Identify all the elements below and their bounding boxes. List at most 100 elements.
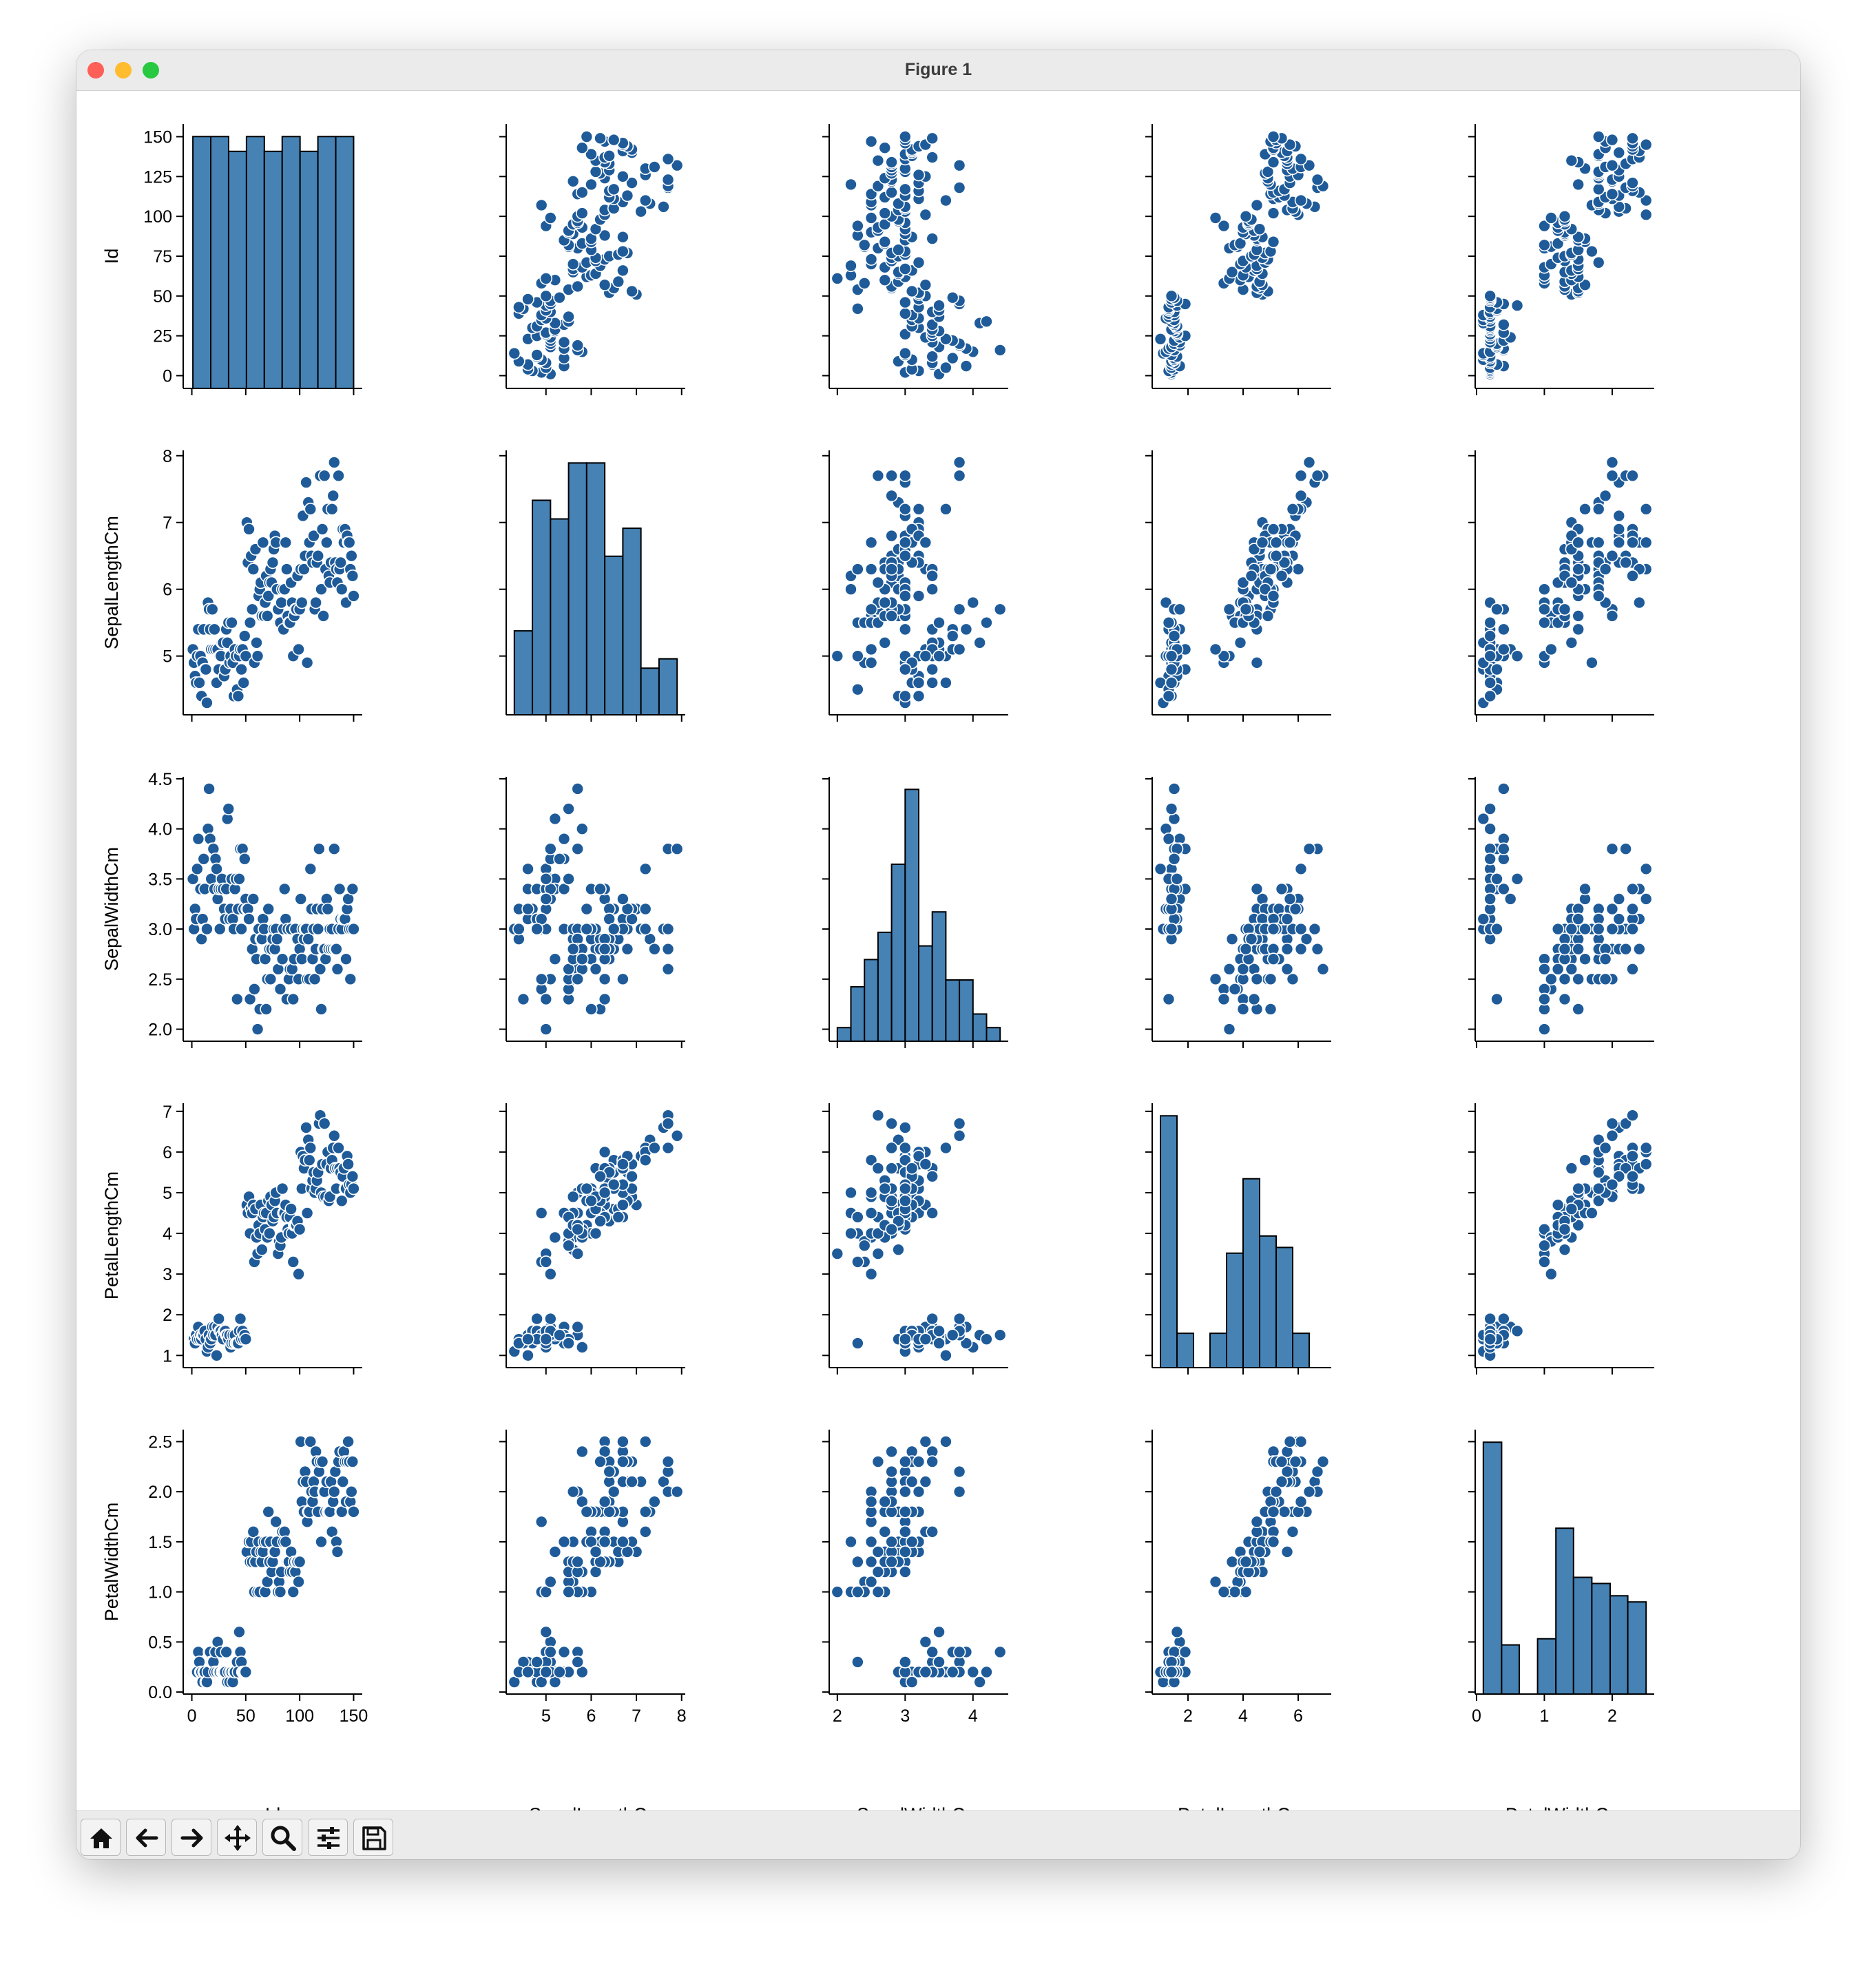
scatter-point	[919, 649, 932, 662]
scatter-point	[607, 1178, 621, 1191]
scatter-point	[1250, 1515, 1264, 1529]
y-tick-label: 5	[163, 647, 172, 667]
scatter-point	[548, 1231, 562, 1244]
scatter-point	[235, 662, 248, 676]
save-button[interactable]	[353, 1819, 393, 1856]
scatter-point	[1538, 992, 1551, 1006]
panel-PetalLengthCm-vs-Id: 1 2 3 4 5 6 7	[163, 1103, 362, 1375]
scatter-point	[1626, 469, 1639, 483]
scatter-point	[335, 583, 348, 596]
scatter-point	[661, 922, 675, 936]
scatter-point	[298, 563, 311, 576]
y-tick-label: 150	[143, 128, 172, 147]
scatter-point	[521, 1665, 534, 1679]
scatter-point	[864, 1555, 878, 1569]
title-bar: Figure 1	[76, 50, 1800, 91]
scatter-point	[294, 892, 308, 906]
scatter-point	[607, 922, 621, 936]
scatter-point	[831, 1585, 844, 1598]
scatter-point	[1592, 1182, 1605, 1195]
scatter-point	[1558, 1222, 1572, 1236]
panel-SepalLengthCm-vs-SepalLengthCm	[499, 450, 685, 722]
scatter-point	[844, 1226, 857, 1240]
scatter-point	[926, 583, 939, 596]
scatter-point	[899, 662, 912, 676]
scatter-point	[912, 168, 926, 182]
scatter-point	[317, 1117, 331, 1130]
scatter-point	[1592, 182, 1605, 196]
scatter-point	[885, 156, 898, 169]
scatter-point	[309, 596, 322, 609]
maximize-window-button[interactable]	[143, 62, 159, 79]
pan-button[interactable]	[217, 1819, 257, 1856]
panel-PetalLengthCm-vs-PetalWidthCm	[1468, 1103, 1654, 1375]
scatter-point	[539, 1255, 553, 1268]
scatter-point	[899, 1485, 912, 1498]
scatter-point	[235, 922, 248, 936]
scatter-point	[851, 682, 864, 696]
scatter-point	[912, 676, 926, 689]
scatter-point	[571, 1555, 585, 1569]
scatter-point	[1503, 892, 1517, 906]
scatter-point	[300, 1206, 314, 1220]
scatter-point	[589, 1545, 603, 1558]
scatter-point	[946, 1665, 959, 1679]
scatter-point	[1605, 469, 1619, 483]
configure-subplots-button[interactable]	[308, 1819, 348, 1856]
scatter-point	[1538, 616, 1551, 629]
scatter-point	[939, 194, 952, 207]
x-axis-label: PetalLengthCm	[1178, 1804, 1306, 1810]
scatter-point	[598, 278, 612, 291]
move-icon	[225, 1825, 251, 1851]
scatter-point	[1483, 822, 1497, 835]
scatter-point	[571, 1320, 585, 1334]
forward-button[interactable]	[171, 1819, 211, 1856]
scatter-point	[580, 1505, 594, 1518]
minimize-window-button[interactable]	[115, 62, 132, 79]
close-window-button[interactable]	[87, 62, 104, 79]
scatter-point	[899, 295, 912, 309]
scatter-point	[993, 603, 1007, 616]
scatter-point	[648, 160, 661, 174]
scatter-point	[346, 570, 359, 583]
x-tick-label: 6	[1293, 1706, 1303, 1726]
scatter-point	[321, 902, 335, 916]
scatter-point	[892, 243, 905, 257]
scatter-point	[1585, 656, 1598, 669]
scatter-point	[1167, 629, 1181, 643]
scatter-point	[262, 1505, 275, 1518]
scatter-point	[1253, 1545, 1267, 1558]
scatter-point	[973, 636, 986, 649]
scatter-point	[311, 549, 325, 563]
scatter-point	[993, 1328, 1007, 1342]
scatter-point	[885, 1194, 898, 1208]
scatter-point	[661, 1117, 675, 1130]
scatter-point	[1605, 922, 1619, 936]
scatter-point	[616, 264, 629, 278]
home-button[interactable]	[81, 1819, 121, 1856]
back-button[interactable]	[126, 1819, 166, 1856]
scatter-point	[1490, 873, 1503, 886]
scatter-point	[239, 1333, 253, 1346]
zoom-button[interactable]	[262, 1819, 302, 1856]
scatter-point	[539, 873, 553, 886]
scatter-point	[1551, 922, 1565, 936]
scatter-point	[212, 1312, 225, 1326]
x-tick-label: 100	[285, 1706, 314, 1726]
scatter-point	[1267, 235, 1280, 249]
scatter-point	[1639, 862, 1653, 876]
scatter-point	[544, 842, 557, 856]
scatter-point	[1286, 503, 1300, 516]
histogram-bar	[1292, 1333, 1310, 1369]
scatter-point	[616, 1198, 629, 1211]
scatter-point	[607, 182, 621, 196]
scatter-point	[661, 152, 675, 166]
scatter-point	[193, 676, 206, 689]
scatter-point	[1209, 211, 1222, 224]
scatter-point	[1289, 1455, 1302, 1468]
scatter-point	[1619, 556, 1632, 570]
histogram-bar	[1275, 1246, 1293, 1369]
y-tick-label: 3.5	[148, 870, 172, 889]
scatter-point	[926, 1645, 939, 1659]
scatter-point	[342, 536, 356, 550]
